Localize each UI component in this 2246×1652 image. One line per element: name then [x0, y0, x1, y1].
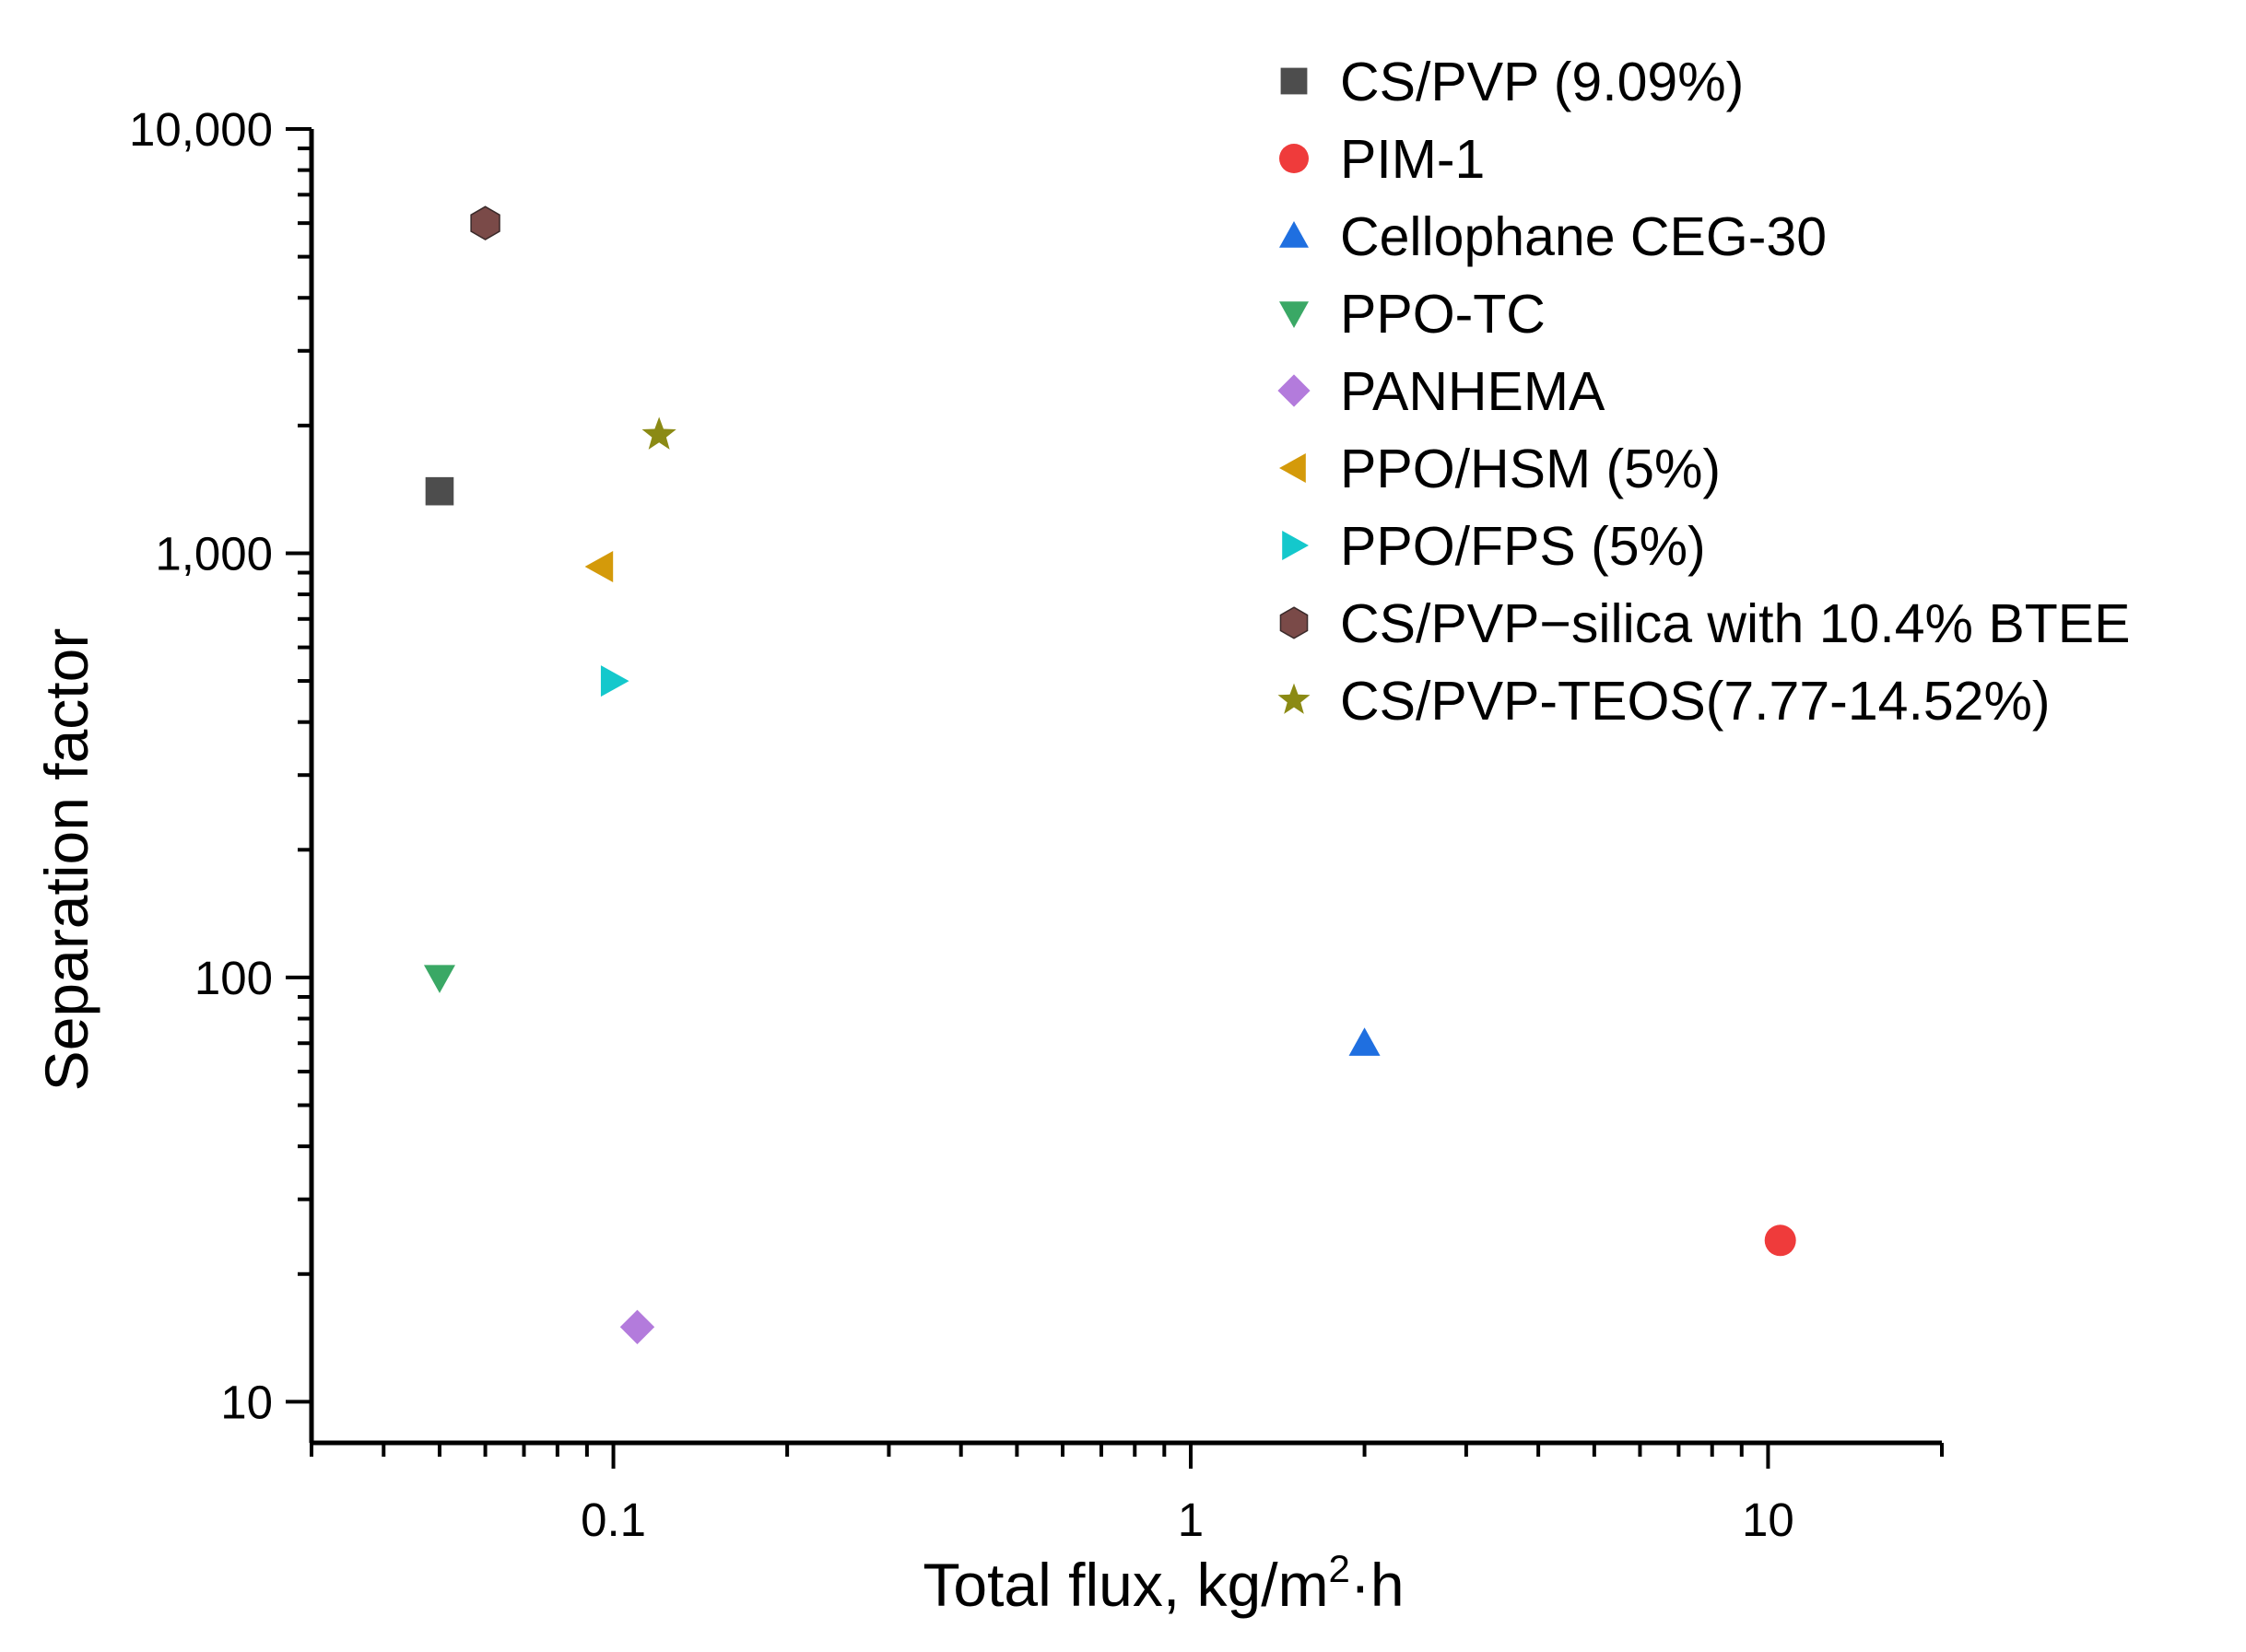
y-ticks: 10 100 1,000 10,000	[129, 103, 312, 1428]
legend-marker	[1279, 453, 1306, 483]
y-tick-label: 10,000	[129, 103, 273, 156]
y-tick-label: 10	[220, 1376, 273, 1428]
axes: 0.1 1 10 10 100 1,000 10,000	[129, 103, 1944, 1546]
legend-marker	[1279, 221, 1309, 248]
legend-marker	[1279, 301, 1309, 328]
legend-marker	[1279, 606, 1309, 639]
x-axis-title: Total flux, kg/m2·h	[923, 1547, 1404, 1619]
data-point	[423, 965, 455, 993]
data-point	[1764, 1224, 1796, 1257]
legend-marker	[1280, 67, 1308, 95]
legend-label: CS/PVP−silica with 10.4% BTEE	[1340, 593, 2131, 654]
legend-label: CS/PVP-TEOS(7.77-14.52%)	[1340, 671, 2051, 732]
data-point	[641, 416, 676, 450]
legend-label: PANHEMA	[1340, 361, 1605, 422]
x-axis-title-main: Total flux, kg/m	[923, 1551, 1328, 1619]
y-axis-title: Separation factor	[32, 628, 100, 1092]
x-axis-title-suffix: ·h	[1350, 1551, 1405, 1619]
legend-marker	[1277, 683, 1311, 714]
legend-label: Cellophane CEG-30	[1340, 206, 1827, 267]
data-point	[470, 205, 500, 240]
data-point	[600, 665, 629, 697]
x-axis-title-superscript: 2	[1329, 1547, 1350, 1590]
legend-label: PPO/HSM (5%)	[1340, 439, 1721, 499]
y-tick-label: 1,000	[155, 527, 273, 580]
x-tick-label: 0.1	[581, 1494, 646, 1546]
data-point	[1348, 1027, 1381, 1056]
legend: CS/PVP (9.09%) PIM-1 Cellophane CEG-30 PPO-…	[1277, 52, 2131, 732]
legend-marker	[1279, 144, 1309, 173]
legend-label: PPO/FPS (5%)	[1340, 516, 1706, 577]
y-tick-label: 100	[194, 952, 273, 1004]
legend-label: PPO-TC	[1340, 284, 1546, 345]
legend-marker	[1282, 531, 1309, 560]
x-ticks: 0.1 1 10	[310, 1443, 1944, 1546]
legend-marker	[1277, 374, 1311, 407]
data-point	[584, 550, 614, 582]
data-point	[425, 476, 454, 506]
x-tick-label: 1	[1178, 1494, 1204, 1546]
data-points	[423, 205, 1796, 1344]
legend-label: CS/PVP (9.09%)	[1340, 52, 1744, 112]
legend-label: PIM-1	[1340, 129, 1485, 190]
data-point	[619, 1309, 655, 1344]
x-tick-label: 10	[1742, 1494, 1794, 1546]
